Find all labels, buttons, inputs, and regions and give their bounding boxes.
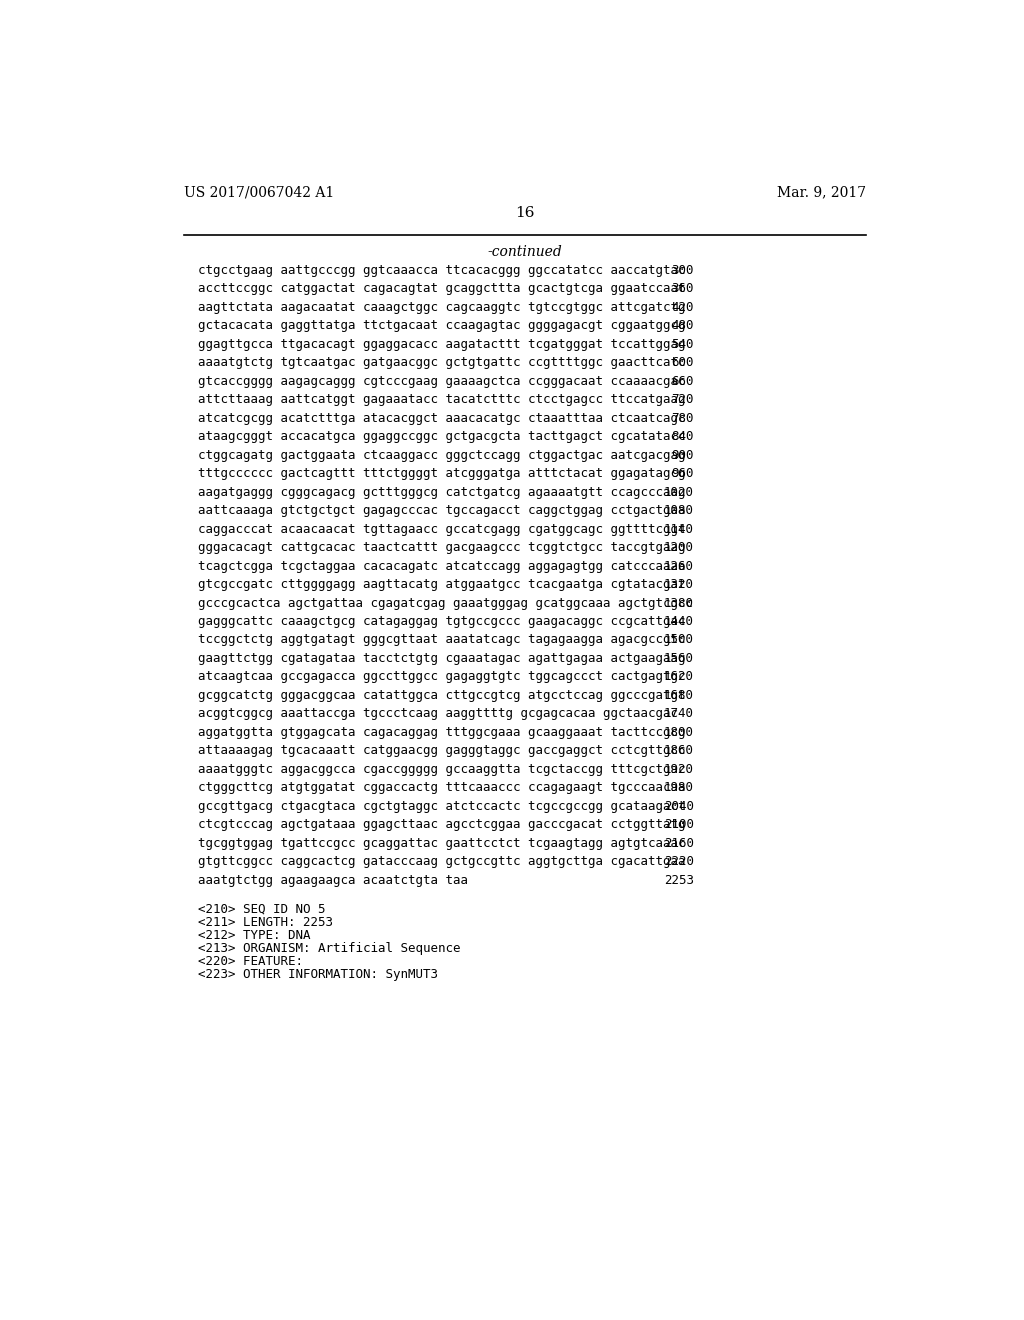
Text: 1140: 1140 (664, 523, 693, 536)
Text: 2220: 2220 (664, 855, 693, 869)
Text: gcccgcactca agctgattaa cgagatcgag gaaatgggag gcatggcaaa agctgtcgcc: gcccgcactca agctgattaa cgagatcgag gaaatg… (198, 597, 693, 610)
Text: 1500: 1500 (664, 634, 693, 647)
Text: 1800: 1800 (664, 726, 693, 739)
Text: 1920: 1920 (664, 763, 693, 776)
Text: ggagttgcca ttgacacagt ggaggacacc aagatacttt tcgatgggat tccattggag: ggagttgcca ttgacacagt ggaggacacc aagatac… (198, 338, 685, 351)
Text: 16: 16 (515, 206, 535, 220)
Text: aaatgtctgg agaagaagca acaatctgta taa: aaatgtctgg agaagaagca acaatctgta taa (198, 874, 468, 887)
Text: accttccggc catggactat cagacagtat gcaggcttta gcactgtcga ggaatccaat: accttccggc catggactat cagacagtat gcaggct… (198, 282, 685, 296)
Text: 1680: 1680 (664, 689, 693, 702)
Text: 2160: 2160 (664, 837, 693, 850)
Text: -continued: -continued (487, 246, 562, 260)
Text: aggatggtta gtggagcata cagacaggag tttggcgaaa gcaaggaaat tacttccgcg: aggatggtta gtggagcata cagacaggag tttggcg… (198, 726, 685, 739)
Text: US 2017/0067042 A1: US 2017/0067042 A1 (183, 185, 334, 199)
Text: 1320: 1320 (664, 578, 693, 591)
Text: 480: 480 (672, 319, 693, 333)
Text: aattcaaaga gtctgctgct gagagcccac tgccagacct caggctggag cctgactgaa: aattcaaaga gtctgctgct gagagcccac tgccaga… (198, 504, 685, 517)
Text: 2040: 2040 (664, 800, 693, 813)
Text: 360: 360 (672, 282, 693, 296)
Text: caggacccat acaacaacat tgttagaacc gccatcgagg cgatggcagc ggttttcggt: caggacccat acaacaacat tgttagaacc gccatcg… (198, 523, 685, 536)
Text: aaaatgtctg tgtcaatgac gatgaacggc gctgtgattc ccgttttggc gaacttcatc: aaaatgtctg tgtcaatgac gatgaacggc gctgtga… (198, 356, 685, 370)
Text: tcagctcgga tcgctaggaa cacacagatc atcatccagg aggagagtgg catcccaaaa: tcagctcgga tcgctaggaa cacacagatc atcatcc… (198, 560, 685, 573)
Text: 1080: 1080 (664, 504, 693, 517)
Text: 660: 660 (672, 375, 693, 388)
Text: tgcggtggag tgattccgcc gcaggattac gaattcctct tcgaagtagg agtgtcaaac: tgcggtggag tgattccgcc gcaggattac gaattcc… (198, 837, 685, 850)
Text: aagttctata aagacaatat caaagctggc cagcaaggtc tgtccgtggc attcgatctg: aagttctata aagacaatat caaagctggc cagcaag… (198, 301, 685, 314)
Text: acggtcggcg aaattaccga tgccctcaag aaggttttg gcgagcacaa ggctaacgac: acggtcggcg aaattaccga tgccctcaag aaggttt… (198, 708, 678, 721)
Text: 300: 300 (672, 264, 693, 277)
Text: 1620: 1620 (664, 671, 693, 684)
Text: gaagttctgg cgatagataa tacctctgtg cgaaatagac agattgagaa actgaagaag: gaagttctgg cgatagataa tacctctgtg cgaaata… (198, 652, 685, 665)
Text: gtcgccgatc cttggggagg aagttacatg atggaatgcc tcacgaatga cgtatacgat: gtcgccgatc cttggggagg aagttacatg atggaat… (198, 578, 685, 591)
Text: ctgggcttcg atgtggatat cggaccactg tttcaaaccc ccagagaagt tgcccaacaa: ctgggcttcg atgtggatat cggaccactg tttcaaa… (198, 781, 685, 795)
Text: atcaagtcaa gccgagacca ggccttggcc gagaggtgtc tggcagccct cactgagtgc: atcaagtcaa gccgagacca ggccttggcc gagaggt… (198, 671, 685, 684)
Text: 600: 600 (672, 356, 693, 370)
Text: ctggcagatg gactggaata ctcaaggacc gggctccagg ctggactgac aatcgacgag: ctggcagatg gactggaata ctcaaggacc gggctcc… (198, 449, 685, 462)
Text: attaaaagag tgcacaaatt catggaacgg gagggtaggc gaccgaggct cctcgttgcc: attaaaagag tgcacaaatt catggaacgg gagggta… (198, 744, 685, 758)
Text: <223> OTHER INFORMATION: SynMUT3: <223> OTHER INFORMATION: SynMUT3 (198, 969, 437, 982)
Text: aagatgaggg cgggcagacg gctttgggcg catctgatcg agaaaatgtt ccagcccaag: aagatgaggg cgggcagacg gctttgggcg catctga… (198, 486, 685, 499)
Text: ataagcgggt accacatgca ggaggccggc gctgacgcta tacttgagct cgcatatacc: ataagcgggt accacatgca ggaggccggc gctgacg… (198, 430, 685, 444)
Text: <212> TYPE: DNA: <212> TYPE: DNA (198, 929, 310, 942)
Text: tccggctctg aggtgatagt gggcgttaat aaatatcagc tagagaagga agacgccgtc: tccggctctg aggtgatagt gggcgttaat aaatatc… (198, 634, 685, 647)
Text: ctcgtcccag agctgataaa ggagcttaac agcctcggaa gacccgacat cctggttatg: ctcgtcccag agctgataaa ggagcttaac agcctcg… (198, 818, 685, 832)
Text: 1380: 1380 (664, 597, 693, 610)
Text: 420: 420 (672, 301, 693, 314)
Text: 780: 780 (672, 412, 693, 425)
Text: tttgcccccc gactcagttt tttctggggt atcgggatga atttctacat ggagatagcg: tttgcccccc gactcagttt tttctggggt atcggga… (198, 467, 685, 480)
Text: gggacacagt cattgcacac taactcattt gacgaagccc tcggtctgcc taccgtgaag: gggacacagt cattgcacac taactcattt gacgaag… (198, 541, 685, 554)
Text: 540: 540 (672, 338, 693, 351)
Text: 1560: 1560 (664, 652, 693, 665)
Text: 1860: 1860 (664, 744, 693, 758)
Text: 960: 960 (672, 467, 693, 480)
Text: <213> ORGANISM: Artificial Sequence: <213> ORGANISM: Artificial Sequence (198, 942, 460, 956)
Text: 2253: 2253 (664, 874, 693, 887)
Text: <220> FEATURE:: <220> FEATURE: (198, 956, 303, 969)
Text: gctacacata gaggttatga ttctgacaat ccaagagtac ggggagacgt cggaatggcg: gctacacata gaggttatga ttctgacaat ccaagag… (198, 319, 685, 333)
Text: gccgttgacg ctgacgtaca cgctgtaggc atctccactc tcgccgccgg gcataagact: gccgttgacg ctgacgtaca cgctgtaggc atctcca… (198, 800, 685, 813)
Text: gcggcatctg gggacggcaa catattggca cttgccgtcg atgcctccag ggcccgatgt: gcggcatctg gggacggcaa catattggca cttgccg… (198, 689, 685, 702)
Text: gtcaccgggg aagagcaggg cgtcccgaag gaaaagctca ccgggacaat ccaaaacgac: gtcaccgggg aagagcaggg cgtcccgaag gaaaagc… (198, 375, 685, 388)
Text: aaaatgggtc aggacggcca cgaccggggg gccaaggtta tcgctaccgg tttcgctgac: aaaatgggtc aggacggcca cgaccggggg gccaagg… (198, 763, 685, 776)
Text: atcatcgcgg acatctttga atacacggct aaacacatgc ctaaatttaa ctcaatcagc: atcatcgcgg acatctttga atacacggct aaacaca… (198, 412, 685, 425)
Text: <210> SEQ ID NO 5: <210> SEQ ID NO 5 (198, 903, 326, 916)
Text: 1980: 1980 (664, 781, 693, 795)
Text: 900: 900 (672, 449, 693, 462)
Text: gtgttcggcc caggcactcg gatacccaag gctgccgttc aggtgcttga cgacattgaa: gtgttcggcc caggcactcg gatacccaag gctgccg… (198, 855, 685, 869)
Text: <211> LENGTH: 2253: <211> LENGTH: 2253 (198, 916, 333, 929)
Text: 840: 840 (672, 430, 693, 444)
Text: 1740: 1740 (664, 708, 693, 721)
Text: 2100: 2100 (664, 818, 693, 832)
Text: 1020: 1020 (664, 486, 693, 499)
Text: gagggcattc caaagctgcg catagaggag tgtgccgccc gaagacaggc ccgcattgac: gagggcattc caaagctgcg catagaggag tgtgccg… (198, 615, 685, 628)
Text: 1260: 1260 (664, 560, 693, 573)
Text: 720: 720 (672, 393, 693, 407)
Text: 1200: 1200 (664, 541, 693, 554)
Text: ctgcctgaag aattgcccgg ggtcaaacca ttcacacggg ggccatatcc aaccatgtac: ctgcctgaag aattgcccgg ggtcaaacca ttcacac… (198, 264, 685, 277)
Text: attcttaaag aattcatggt gagaaatacc tacatctttc ctcctgagcc ttccatgaag: attcttaaag aattcatggt gagaaatacc tacatct… (198, 393, 685, 407)
Text: 1440: 1440 (664, 615, 693, 628)
Text: Mar. 9, 2017: Mar. 9, 2017 (776, 185, 866, 199)
